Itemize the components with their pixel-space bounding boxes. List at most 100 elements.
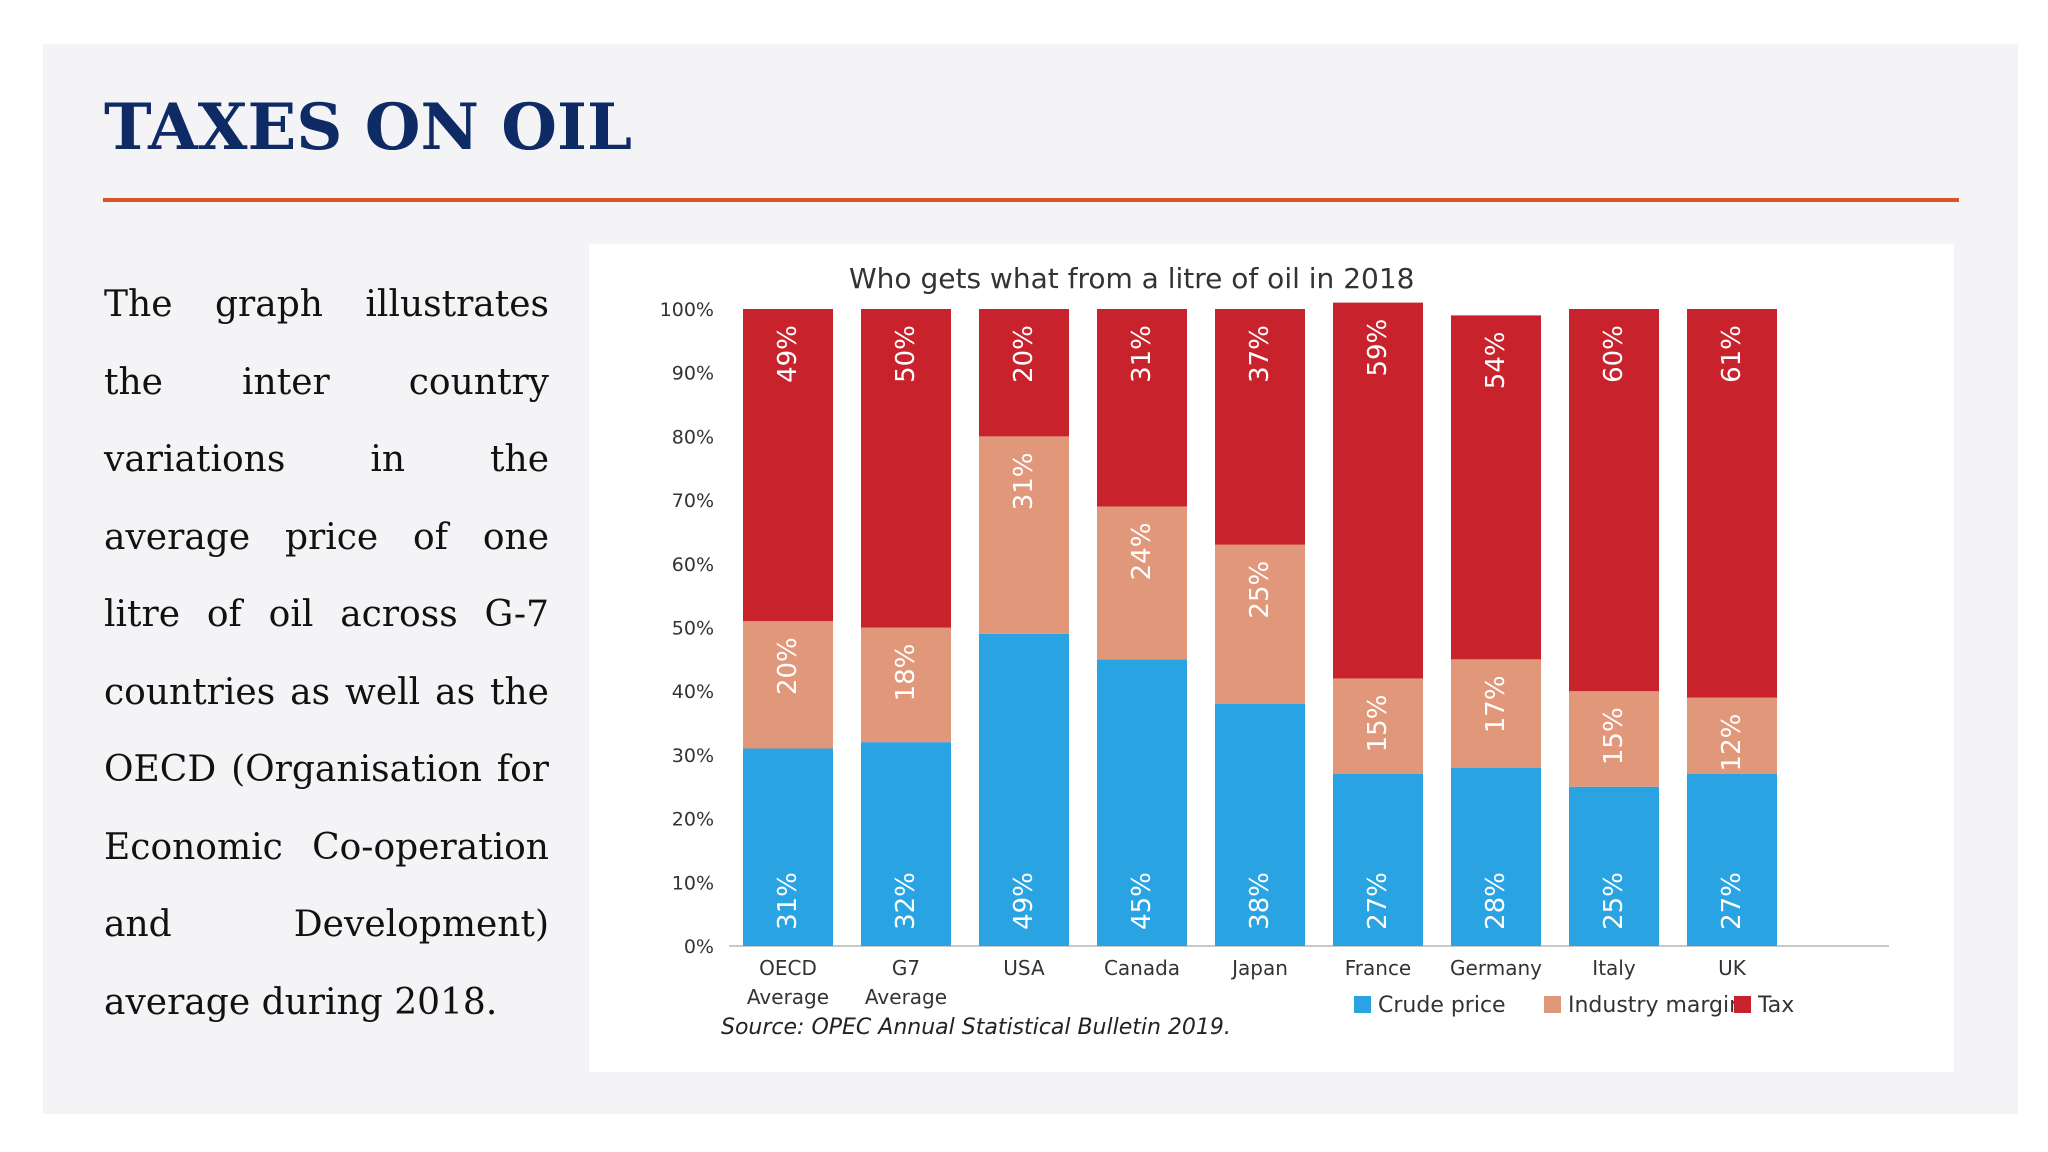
description-line: average during 2018. <box>104 981 498 1023</box>
y-tick-label: 10% <box>672 872 714 894</box>
bar-value-label: 31% <box>773 872 803 930</box>
bar-value-label: 54% <box>1481 331 1511 389</box>
description-line: OECD (Organisation for <box>104 749 549 790</box>
bar-segment <box>1569 786 1659 946</box>
bar-value-label: 31% <box>1009 453 1039 511</box>
bar-segment <box>743 309 833 622</box>
bar-segment <box>861 627 951 743</box>
legend-label: Industry margin <box>1568 993 1743 1018</box>
bar-segment <box>1687 774 1777 946</box>
y-tick-label: 100% <box>660 299 714 321</box>
bar-segment <box>861 742 951 946</box>
legend: Crude price Industry margin Tax <box>1354 993 1794 1018</box>
x-tick-label: G7 <box>892 956 920 980</box>
bar-segment <box>979 633 1069 946</box>
chart-source: Source: OPEC Annual Statistical Bulletin… <box>721 1015 1231 1040</box>
bar-segment <box>979 309 1069 437</box>
bar-value-label: 31% <box>1127 325 1157 383</box>
x-tick-label: France <box>1345 956 1412 980</box>
x-tick-label: Germany <box>1450 956 1542 980</box>
x-tick-label: OECD <box>759 956 817 980</box>
y-tick-label: 80% <box>672 426 714 448</box>
y-tick-label: 20% <box>672 809 714 831</box>
description-line: variations in the <box>104 439 549 480</box>
chart-title: Who gets what from a litre of oil in 201… <box>849 262 1414 295</box>
bar-segment <box>1215 544 1305 704</box>
bar-segment <box>1451 659 1541 768</box>
x-tick-label: Average <box>747 985 829 1009</box>
stacked-bar-chart: Who gets what from a litre of oil in 201… <box>660 262 1889 1040</box>
description-line: and Development) <box>104 904 549 945</box>
description-line: The graph illustrates <box>104 284 549 325</box>
bar-segment <box>1451 767 1541 946</box>
y-tick-label: 70% <box>672 490 714 512</box>
bar-value-label: 18% <box>891 644 921 702</box>
bar-segment <box>1687 309 1777 698</box>
legend-label: Crude price <box>1378 993 1506 1018</box>
x-tick-label: USA <box>1003 956 1045 980</box>
bar-value-label: 25% <box>1599 872 1629 930</box>
y-tick-label: 40% <box>672 681 714 703</box>
chart-panel: Who gets what from a litre of oil in 201… <box>589 244 1954 1072</box>
description-paragraph: The graph illustrates the inter country … <box>104 266 549 1041</box>
bar-segment <box>1687 697 1777 775</box>
y-tick-label: 0% <box>684 936 714 958</box>
x-tick-label: Average <box>865 985 947 1009</box>
bar-segment <box>1097 309 1187 507</box>
x-axis: OECD Average G7 Average USA Canada Japan France… <box>747 956 1747 1009</box>
bar-value-label: 20% <box>1009 325 1039 383</box>
bar-segment <box>1097 506 1187 660</box>
bar-segment <box>1097 659 1187 946</box>
y-tick-label: 30% <box>672 745 714 767</box>
description-line: the inter country <box>104 361 549 403</box>
slide-title: TAXES ON OIL <box>104 90 632 165</box>
x-tick-label: UK <box>1718 956 1747 980</box>
bar-segment <box>861 309 951 628</box>
bar-segment <box>1333 678 1423 775</box>
x-tick-label: Canada <box>1104 956 1180 980</box>
bar-value-label: 38% <box>1245 872 1275 930</box>
description-line: average price of one <box>104 516 549 558</box>
bar-value-label: 28% <box>1481 872 1511 930</box>
bar-segment <box>1333 302 1423 679</box>
bar-value-label: 45% <box>1127 872 1157 930</box>
y-tick-label: 90% <box>672 363 714 385</box>
bar-value-label: 15% <box>1363 695 1393 753</box>
bar-segment <box>979 436 1069 634</box>
bar-value-label: 25% <box>1245 561 1275 619</box>
bar-value-label: 27% <box>1363 872 1393 930</box>
bar-value-label: 59% <box>1363 319 1393 377</box>
legend-swatch <box>1734 996 1751 1013</box>
bar-value-label: 24% <box>1127 523 1157 581</box>
title-divider <box>103 198 1959 202</box>
bar-value-label: 49% <box>773 325 803 383</box>
bar-segment <box>1215 309 1305 545</box>
legend-swatch <box>1354 996 1371 1013</box>
bars: 31% 20% 49% 32% 18% 50% 49% 31% 20% 45% 24% 31% 38% 2… <box>743 302 1777 946</box>
bar-value-label: 12% <box>1717 714 1747 772</box>
y-axis: 0% 10% 20% 30% 40% 50% 60% 70% 80% 90% 100% <box>660 299 1889 958</box>
bar-value-label: 20% <box>773 637 803 695</box>
legend-label: Tax <box>1757 993 1794 1018</box>
bar-segment <box>743 748 833 946</box>
bar-value-label: 49% <box>1009 872 1039 930</box>
bar-value-label: 61% <box>1717 325 1747 383</box>
bar-value-label: 60% <box>1599 325 1629 383</box>
bar-segment <box>1569 691 1659 787</box>
y-tick-label: 50% <box>672 618 714 640</box>
bar-value-label: 17% <box>1481 675 1511 733</box>
bar-segment <box>1569 309 1659 692</box>
y-tick-label: 60% <box>672 554 714 576</box>
slide: TAXES ON OIL The graph illustrates the i… <box>43 44 2018 1114</box>
bar-segment <box>1333 774 1423 946</box>
bar-value-label: 27% <box>1717 872 1747 930</box>
bar-value-label: 32% <box>891 872 921 930</box>
bar-value-label: 37% <box>1245 325 1275 383</box>
x-tick-label: Italy <box>1592 956 1636 980</box>
bar-value-label: 15% <box>1599 707 1629 765</box>
description-line: countries as well as the <box>104 671 549 713</box>
description-line: litre of oil across G-7 <box>104 594 549 635</box>
description-line: Economic Co-operation <box>104 826 549 868</box>
bar-segment <box>1451 315 1541 660</box>
bar-segment <box>743 621 833 749</box>
